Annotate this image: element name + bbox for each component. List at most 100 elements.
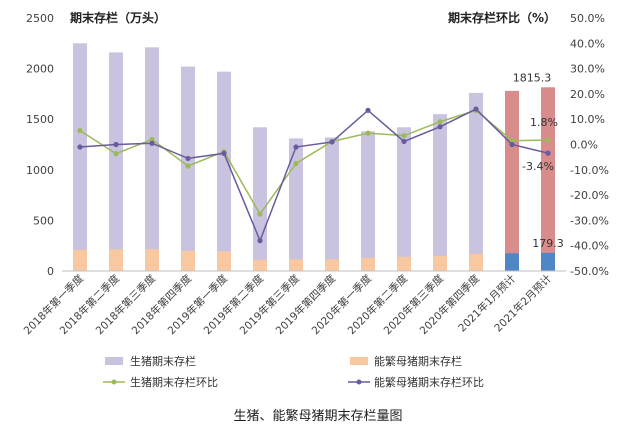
point-series-3 xyxy=(401,138,407,145)
right-tick-label: 30.0% xyxy=(570,63,605,76)
category-label: 2020年第一季度 xyxy=(309,272,375,338)
point-series-3 xyxy=(221,150,227,156)
right-tick-label: 10.0% xyxy=(570,113,605,126)
right-tick-label: -40.0% xyxy=(570,240,609,253)
right-tick-label: 40.0% xyxy=(570,37,605,50)
bar-series-1 xyxy=(145,249,159,271)
category-label: 2020年第四季度 xyxy=(417,272,483,338)
data-label: 1815.3 xyxy=(513,71,552,84)
point-series-2 xyxy=(149,136,155,143)
left-tick-label: 2500 xyxy=(26,12,54,25)
category-label: 2018年第三季度 xyxy=(93,272,159,338)
category-labels: 2018年第一季度2018年第二季度2018年第三季度2018年第四季度2019… xyxy=(21,272,555,338)
right-axis-ticks: -50.0% -40.0% -30.0% -20.0% -10.0% 0.0% 10.0% 2… xyxy=(570,12,609,278)
bar-series-0 xyxy=(145,47,159,272)
category-label: 2019年第四季度 xyxy=(273,272,339,338)
legend-marker-series-3 xyxy=(356,379,362,385)
bar-series-1 xyxy=(181,250,195,271)
left-tick-label: 2000 xyxy=(26,63,54,76)
data-label: 179.3 xyxy=(532,237,564,250)
category-label: 2020年第二季度 xyxy=(345,272,411,338)
right-tick-label: 20.0% xyxy=(570,88,605,101)
right-tick-label: 0.0% xyxy=(570,139,598,152)
left-axis-title: 期末存栏（万头） xyxy=(70,10,166,25)
bar-series-1 xyxy=(109,249,123,271)
bar-series-0 xyxy=(181,66,195,272)
data-labels: 1815.3 179.3 1.8% -3.4% xyxy=(513,71,564,250)
point-series-2 xyxy=(365,130,371,136)
data-label: 1.8% xyxy=(530,116,558,129)
point-series-2 xyxy=(113,151,119,157)
right-tick-label: -50.0% xyxy=(570,265,609,278)
bar-series-1 xyxy=(361,257,375,271)
bar-series-1 xyxy=(505,253,519,271)
legend-label-series-0: 生猪期末存栏 xyxy=(130,354,196,368)
bar-series-0 xyxy=(469,92,483,271)
right-tick-label: -30.0% xyxy=(570,214,609,227)
left-tick-label: 0 xyxy=(47,265,54,278)
bar-series-1 xyxy=(469,253,483,271)
point-series-2 xyxy=(509,138,515,144)
legend-label-series-3: 能繁母猪期末存栏环比 xyxy=(374,375,484,389)
point-series-3 xyxy=(509,141,515,148)
bar-series-0 xyxy=(505,90,519,271)
bar-series-0 xyxy=(289,138,303,271)
point-series-3 xyxy=(329,139,335,145)
point-series-3 xyxy=(365,107,371,113)
bar-series-1 xyxy=(397,256,411,271)
point-series-2 xyxy=(293,160,299,167)
point-series-3 xyxy=(185,155,191,162)
category-label: 2018年第二季度 xyxy=(57,272,123,338)
point-series-2 xyxy=(77,127,83,134)
bars xyxy=(73,43,555,272)
data-label: -3.4% xyxy=(522,160,554,173)
bar-series-0 xyxy=(397,127,411,272)
point-series-3 xyxy=(149,140,155,146)
bar-series-1 xyxy=(289,259,303,271)
right-tick-label: -10.0% xyxy=(570,164,609,177)
lines xyxy=(77,106,551,244)
bar-series-1 xyxy=(73,249,87,271)
category-label: 2019年第一季度 xyxy=(165,272,231,338)
bar-series-1 xyxy=(217,251,231,271)
left-tick-label: 1000 xyxy=(26,164,54,177)
legend-swatch-series-1 xyxy=(350,357,368,365)
point-series-2 xyxy=(437,119,443,125)
bar-series-1 xyxy=(541,252,555,271)
category-label: 2019年第三季度 xyxy=(237,272,303,338)
category-label: 2019年第二季度 xyxy=(201,272,267,338)
left-tick-label: 1500 xyxy=(26,113,54,126)
legend: 生猪期末存栏 能繁母猪期末存栏 生猪期末存栏环比 能繁母猪期末存栏环比 xyxy=(103,354,484,389)
legend-swatch-series-0 xyxy=(105,357,123,365)
point-series-3 xyxy=(77,144,83,150)
point-series-3 xyxy=(545,150,551,156)
bar-series-0 xyxy=(217,71,231,271)
bar-series-1 xyxy=(253,259,267,271)
figure-caption: 生猪、能繁母猪期末存栏量图 xyxy=(233,409,403,424)
category-label: 2018年第一季度 xyxy=(21,272,87,338)
bar-series-0 xyxy=(325,137,339,271)
point-series-3 xyxy=(257,238,263,244)
right-tick-label: 50.0% xyxy=(570,12,605,25)
bar-series-1 xyxy=(433,255,447,271)
right-axis-title: 期末存栏环比（%） xyxy=(448,10,556,25)
bar-series-0 xyxy=(253,127,267,272)
point-series-2 xyxy=(401,133,407,139)
left-axis-ticks: 0 500 1000 1500 2000 2500 xyxy=(26,12,54,278)
legend-label-series-2: 生猪期末存栏环比 xyxy=(130,375,218,389)
category-label: 2018年第四季度 xyxy=(129,272,195,338)
bar-series-0 xyxy=(433,114,447,271)
point-series-3 xyxy=(293,144,299,150)
legend-label-series-1: 能繁母猪期末存栏 xyxy=(374,354,462,368)
left-tick-label: 500 xyxy=(33,214,54,227)
point-series-2 xyxy=(185,163,191,169)
legend-marker-series-2 xyxy=(111,379,117,385)
point-series-3 xyxy=(113,141,119,148)
bar-series-0 xyxy=(541,87,555,271)
point-series-2 xyxy=(257,211,263,217)
category-label: 2020年第三季度 xyxy=(381,272,447,338)
line-series-3 xyxy=(79,108,549,243)
bar-series-0 xyxy=(109,52,123,271)
right-tick-label: -20.0% xyxy=(570,189,609,202)
